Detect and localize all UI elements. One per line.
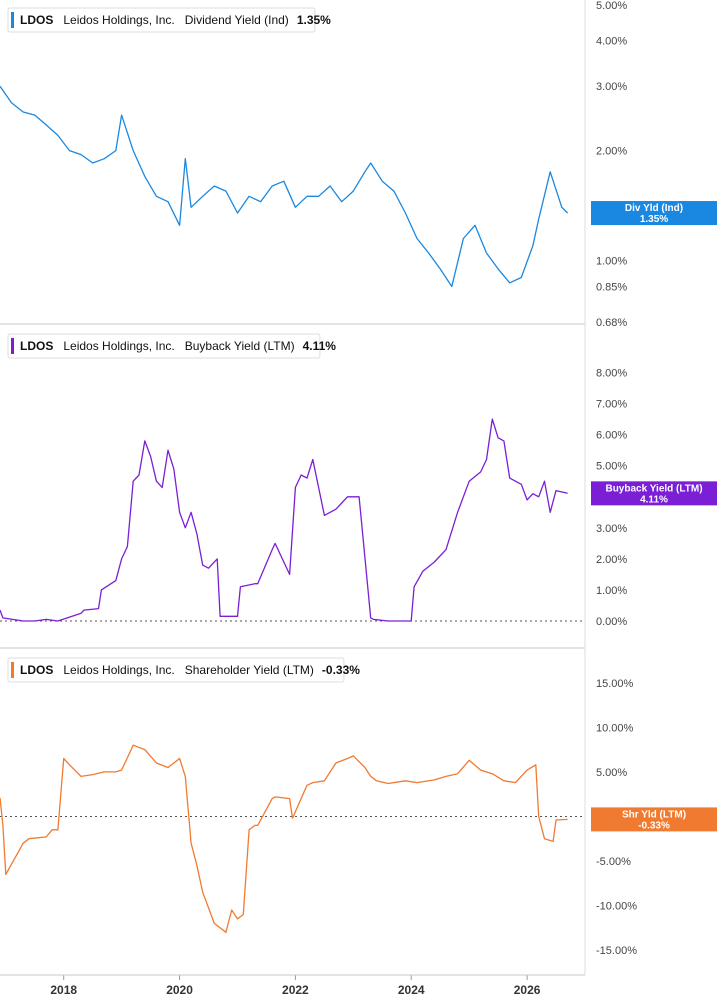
legend-current-value: -0.33% xyxy=(322,663,360,677)
legend-box xyxy=(7,7,316,33)
y-tick-label: 3.00% xyxy=(596,523,627,535)
value-badge-value: 4.11% xyxy=(640,494,668,505)
y-tick-label: 1.00% xyxy=(596,585,627,597)
series-line xyxy=(0,744,568,933)
legend-color-swatch xyxy=(11,662,14,678)
value-badge-label: Buyback Yield (LTM) xyxy=(605,483,702,494)
y-tick-label: 4.00% xyxy=(596,35,627,47)
legend-metric: Dividend Yield (Ind) xyxy=(185,13,289,27)
y-tick-label: 3.00% xyxy=(596,81,627,93)
legend-company: Leidos Holdings, Inc. xyxy=(63,13,174,27)
value-badge-value: 1.35% xyxy=(640,214,668,225)
value-badge-box xyxy=(591,201,717,226)
y-tick-label: 10.00% xyxy=(596,722,634,734)
y-tick-label: 8.00% xyxy=(596,368,627,380)
value-badge-label: Div Yld (Ind) xyxy=(625,203,683,214)
legend: LDOS Leidos Holdings, Inc. Buyback Yield (… xyxy=(7,333,336,359)
x-tick-label: 2018 xyxy=(50,983,77,997)
value-badge: Shr Yld (LTM)-0.33% xyxy=(591,807,717,832)
legend-company: Leidos Holdings, Inc. xyxy=(63,663,174,677)
panel-buyback-yield: 8.00%7.00%6.00%5.00%4.00%3.00%2.00%1.00%… xyxy=(0,333,717,628)
legend-text: LDOS Leidos Holdings, Inc. Shareholder Yie… xyxy=(20,663,360,677)
panel-dividend-yield: 5.00% 4.00% 3.00% 2.00% 1.00% 0.85% 0.68% Div Y… xyxy=(0,0,717,329)
y-tick-label: 0.68% xyxy=(596,317,627,329)
series-line xyxy=(0,85,569,288)
value-badge-box xyxy=(591,807,717,832)
x-tick-label: 2024 xyxy=(398,983,425,997)
legend-box xyxy=(7,657,345,683)
legend-color-swatch xyxy=(11,338,14,354)
y-tick-label: -5.00% xyxy=(596,856,631,868)
x-axis: 2018 2020 2022 2024 2026 xyxy=(50,975,541,997)
y-tick-label: -10.00% xyxy=(596,901,637,913)
legend-color-swatch xyxy=(11,12,14,28)
value-badge-label: Shr Yld (LTM) xyxy=(622,809,686,820)
legend-current-value: 4.11% xyxy=(303,339,337,353)
legend-ticker: LDOS xyxy=(20,663,53,677)
legend-ticker: LDOS xyxy=(20,13,53,27)
y-tick-label: 5.00% xyxy=(596,0,627,12)
legend-metric: Buyback Yield (LTM) xyxy=(185,339,295,353)
panel-shareholder-yield: 15.00%10.00%5.00%0.00%-5.00%-10.00%-15.0… xyxy=(0,657,717,957)
x-tick-label: 2020 xyxy=(166,983,193,997)
legend: LDOS Leidos Holdings, Inc. Shareholder Yie… xyxy=(7,657,360,683)
legend-text: LDOS Leidos Holdings, Inc. Dividend Yield … xyxy=(20,13,331,27)
y-tick-label: -15.00% xyxy=(596,945,637,957)
value-badge-box xyxy=(591,481,717,506)
y-tick-label: 5.00% xyxy=(596,461,627,473)
y-tick-label: 0.00% xyxy=(596,616,627,628)
y-tick-label: 6.00% xyxy=(596,430,627,442)
value-badge: Div Yld (Ind)1.35% xyxy=(591,201,717,226)
legend-current-value: 1.35% xyxy=(297,13,331,27)
value-badge: Buyback Yield (LTM)4.11% xyxy=(591,481,717,506)
legend-metric: Shareholder Yield (LTM) xyxy=(185,663,314,677)
y-tick-label: 2.00% xyxy=(596,554,627,566)
y-tick-label: 2.00% xyxy=(596,146,627,158)
y-tick-label: 0.85% xyxy=(596,282,627,294)
y-tick-label: 5.00% xyxy=(596,767,627,779)
y-tick-label: 1.00% xyxy=(596,256,627,268)
y-tick-label: 7.00% xyxy=(596,399,627,411)
x-tick-label: 2022 xyxy=(282,983,309,997)
series-line xyxy=(0,418,568,622)
x-tick-label: 2026 xyxy=(514,983,541,997)
legend: LDOS Leidos Holdings, Inc. Dividend Yield … xyxy=(7,7,331,33)
legend-box xyxy=(7,333,321,359)
legend-ticker: LDOS xyxy=(20,339,53,353)
legend-company: Leidos Holdings, Inc. xyxy=(63,339,174,353)
y-tick-label: 15.00% xyxy=(596,678,634,690)
legend-text: LDOS Leidos Holdings, Inc. Buyback Yield (… xyxy=(20,339,336,353)
value-badge-value: -0.33% xyxy=(638,820,670,831)
